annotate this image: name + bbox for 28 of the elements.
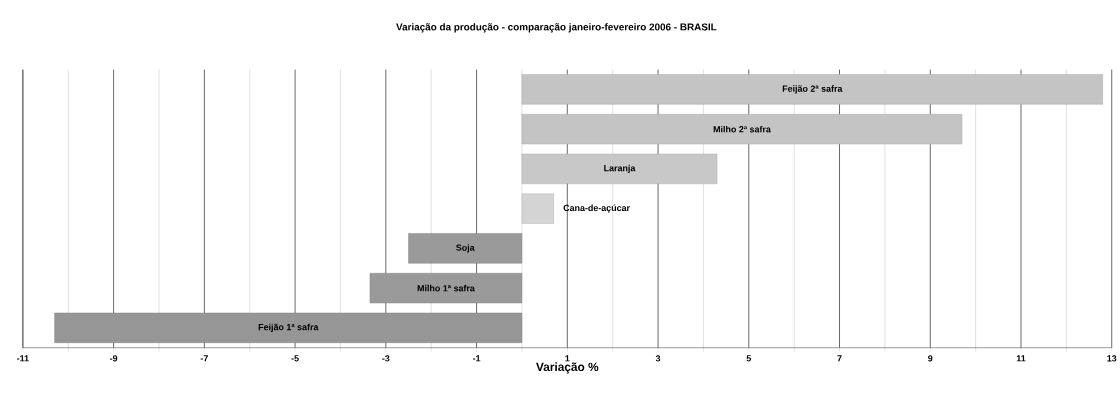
bar xyxy=(369,272,523,304)
x-tick-label: -3 xyxy=(382,355,390,362)
x-tick-label: 11 xyxy=(1016,355,1026,362)
x-tick-label: -5 xyxy=(291,355,299,362)
x-tick-label: -11 xyxy=(17,355,29,362)
y-tick-label: Cana-de-açúcar xyxy=(563,204,630,213)
bar xyxy=(54,312,523,343)
x-axis-title: Variação % xyxy=(536,362,599,374)
x-tick-label: 3 xyxy=(655,355,661,362)
y-tick-label: Milho 1ª safra xyxy=(417,284,475,292)
y-tick-label: Milho 2ª safra xyxy=(713,125,771,133)
x-tick-label: 9 xyxy=(928,355,933,362)
x-tick-label: 5 xyxy=(746,355,752,362)
bar xyxy=(521,153,718,184)
x-tick-label: 13 xyxy=(1107,355,1117,362)
bar xyxy=(521,113,963,145)
y-tick-label: Feijão 1ª safra xyxy=(258,323,319,332)
x-tick-label: -9 xyxy=(109,355,118,362)
bar xyxy=(521,193,554,224)
y-tick-label: Feijão 2ª safra xyxy=(782,85,843,94)
y-tick-label: Soja xyxy=(456,244,475,253)
x-tick-label: -1 xyxy=(472,355,481,362)
x-tick-label: 7 xyxy=(837,355,842,362)
x-tick-label: -7 xyxy=(200,355,208,362)
y-tick-label: Laranja xyxy=(604,164,636,173)
chart-title: Variação da produção - comparação janeiro-fevereiro 2006 - BRASIL xyxy=(396,23,717,33)
x-tick-label: 1 xyxy=(565,355,570,362)
bar xyxy=(408,233,523,264)
